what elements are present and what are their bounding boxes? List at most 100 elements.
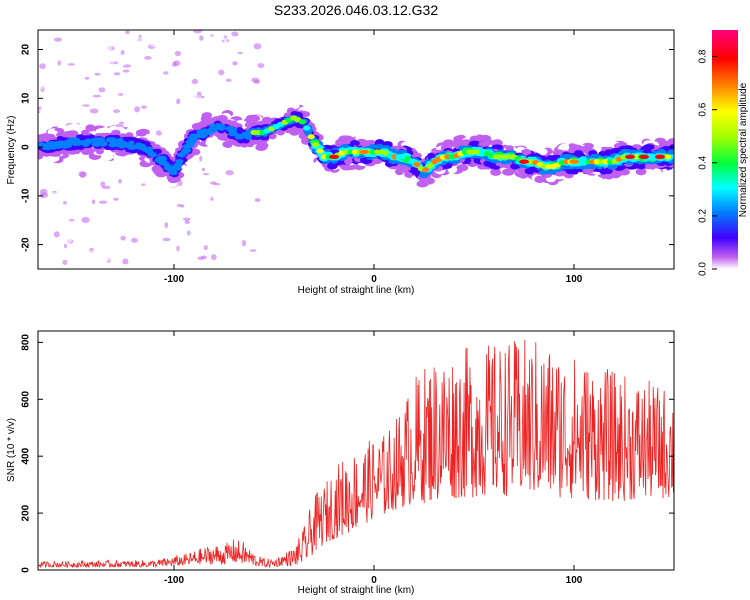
spectral-noise-blob (108, 32, 112, 38)
spectral-noise-blob (231, 31, 239, 37)
spectral-noise-blob (121, 116, 126, 120)
spectral-noise-blob (53, 231, 60, 238)
spectral-noise-blob (441, 30, 449, 33)
snr-background (38, 331, 674, 570)
spectral-noise-blob (657, 72, 666, 79)
colorbar-tick-label: 0.6 (698, 102, 709, 116)
spectral-ridge-blob (658, 140, 670, 148)
spectral-ridge-blob (51, 142, 61, 148)
spectral-noise-blob (144, 56, 152, 60)
spectral-noise-blob (186, 230, 191, 236)
spectral-noise-blob (149, 204, 157, 208)
spectral-noise-blob (38, 212, 45, 216)
spectral-noise-blob (536, 30, 543, 35)
spectral-ridge-blob (487, 162, 497, 169)
spectral-noise-blob (39, 63, 46, 70)
spectral-noise-blob (278, 61, 284, 66)
spectral-noise-blob (539, 134, 546, 139)
spectral-noise-blob (38, 247, 48, 252)
spectral-noise-blob (505, 84, 513, 89)
spectral-noise-blob (236, 111, 241, 116)
snr-ylabel: SNR (10 * v/v) (6, 418, 17, 482)
spectral-noise-blob (125, 30, 130, 35)
spectral-noise-blob (60, 38, 70, 42)
spectral-ridge-blob (236, 134, 244, 140)
spectral-noise-blob (196, 201, 203, 209)
spectral-noise-blob (222, 46, 228, 51)
spectral-noise-blob (189, 69, 198, 75)
colorbar-tick-label: 0.2 (698, 209, 709, 223)
spectral-ridge-blob (85, 124, 96, 132)
spectral-noise-blob (138, 51, 147, 58)
spectral-noise-blob (398, 212, 404, 216)
spectral-ridge-blob (132, 138, 143, 144)
spectral-noise-blob (455, 100, 465, 107)
spectral-noise-blob (159, 203, 165, 208)
spectral-noise-blob (201, 89, 208, 95)
spectral-noise-blob (145, 193, 154, 197)
spectral-noise-blob (152, 257, 161, 261)
spectral-ridge-blob (416, 180, 429, 188)
spectral-noise-blob (315, 71, 320, 77)
spectral-noise-blob (501, 245, 508, 251)
spectral-noise-blob (93, 40, 100, 47)
spectral-noise-blob (78, 171, 87, 178)
spectral-ridge-blob (135, 129, 148, 137)
spectral-noise-blob (118, 179, 122, 184)
spectral-noise-blob (239, 62, 248, 66)
spectral-noise-blob (161, 210, 167, 217)
spectral-ridge-blob (479, 134, 492, 143)
spectral-noise-blob (244, 42, 250, 46)
spectral-noise-blob (598, 201, 604, 208)
spectral-noise-blob (230, 83, 237, 88)
spectral-noise-blob (612, 213, 619, 220)
spectral-noise-blob (185, 37, 190, 41)
spectral-noise-blob (42, 215, 47, 220)
spectral-noise-blob (517, 181, 527, 185)
spectral-noise-blob (122, 211, 126, 215)
spectral-noise-blob (256, 105, 260, 112)
spectral-noise-blob (656, 86, 665, 92)
spectral-noise-blob (92, 94, 102, 98)
spectral-peak-blob (329, 154, 339, 160)
spectral-noise-blob (140, 124, 146, 128)
spectral-noise-blob (136, 36, 144, 43)
spectral-ridge-blob (101, 153, 114, 161)
spectral-core-blob (303, 125, 311, 131)
spectral-noise-blob (570, 88, 577, 92)
spectral-noise-blob (93, 241, 102, 246)
spectral-noise-blob (460, 206, 465, 213)
spectral-ridge-blob (165, 164, 175, 170)
spectral-noise-blob (317, 189, 326, 192)
spectral-noise-blob (240, 98, 250, 105)
spectral-noise-blob (291, 160, 298, 166)
spectral-core-blob (426, 162, 434, 169)
snr-ytick-label: 0 (21, 567, 32, 573)
spectral-noise-blob (56, 119, 64, 125)
spectral-noise-blob (92, 113, 97, 117)
spectral-noise-blob (149, 111, 157, 116)
spectral-noise-blob (247, 265, 255, 269)
spectral-noise-blob (191, 78, 199, 85)
spectral-noise-blob (277, 37, 284, 44)
spectral-noise-blob (58, 182, 68, 186)
spectral-noise-blob (248, 195, 253, 200)
spectral-noise-blob (82, 45, 92, 51)
spectral-ridge-blob (491, 139, 503, 147)
spectral-noise-blob (256, 96, 265, 102)
spectral-noise-blob (167, 126, 172, 132)
spectral-noise-blob (52, 181, 57, 186)
snr-xtick-label: 100 (566, 575, 583, 586)
spectral-noise-blob (347, 200, 353, 204)
spectral-noise-blob (597, 106, 606, 114)
spectral-noise-blob (213, 203, 219, 210)
spectrogram-ytick-label: -10 (21, 188, 32, 203)
spectral-ridge-blob (456, 164, 469, 172)
spectral-ridge-blob (59, 143, 69, 149)
spectral-noise-blob (232, 61, 238, 66)
spectral-noise-blob (317, 107, 326, 113)
spectrogram-ytick-label: -20 (21, 237, 32, 252)
spectral-noise-blob (212, 65, 217, 72)
spectral-noise-blob (320, 241, 324, 246)
